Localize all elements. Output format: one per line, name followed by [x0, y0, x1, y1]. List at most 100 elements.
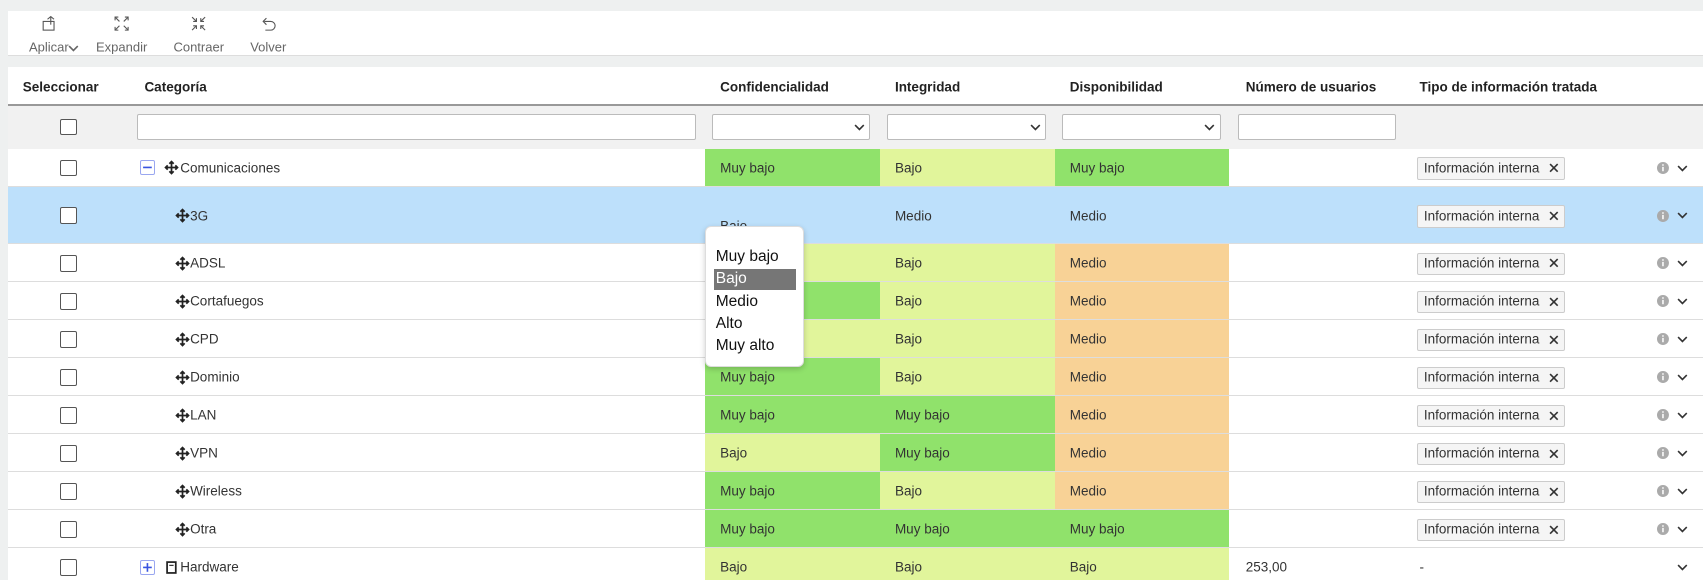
info-icon[interactable] [1657, 371, 1670, 384]
remove-tag[interactable] [1549, 211, 1559, 221]
row-menu[interactable] [1677, 260, 1688, 267]
info-icon[interactable] [1657, 209, 1670, 222]
level-value[interactable]: Medio [894, 208, 932, 224]
row-menu[interactable] [1677, 165, 1688, 172]
row-menu[interactable] [1677, 212, 1688, 219]
remove-tag[interactable] [1549, 411, 1559, 421]
level-value[interactable]: Muy bajo [894, 521, 950, 537]
level-value[interactable]: Bajo [720, 445, 748, 461]
info-icon[interactable] [1657, 485, 1670, 498]
info-tag [1417, 404, 1566, 428]
checkbox[interactable] [60, 559, 77, 576]
toolbar-icon[interactable] [114, 16, 129, 31]
info-icon[interactable] [1657, 295, 1670, 308]
row-menu[interactable] [1677, 488, 1688, 495]
level-value[interactable]: Muy bajo [894, 407, 950, 423]
row-menu[interactable] [1677, 526, 1688, 533]
dropdown-option[interactable]: Muy alto [715, 336, 775, 354]
level-value[interactable]: Bajo [894, 483, 922, 499]
info-icon[interactable] [1657, 161, 1670, 174]
remove-tag[interactable] [1549, 487, 1559, 497]
dropdown-option[interactable]: Medio [715, 292, 758, 310]
filter-chevron[interactable] [1030, 124, 1041, 131]
row-menu[interactable] [1677, 298, 1688, 305]
level-value[interactable]: Muy bajo [1069, 160, 1125, 176]
toolbar-button[interactable]: Expandir [95, 39, 148, 55]
checkbox[interactable] [60, 255, 77, 272]
filter-chevron[interactable] [854, 124, 865, 131]
expand-button[interactable] [140, 559, 156, 576]
dropdown-option[interactable]: Muy bajo [715, 248, 779, 266]
filter-select[interactable] [712, 114, 870, 141]
dropdown-list[interactable] [704, 225, 804, 368]
checkbox[interactable] [60, 407, 77, 424]
row-menu[interactable] [1677, 336, 1688, 343]
level-value[interactable]: Muy bajo [720, 483, 775, 499]
level-value[interactable]: Muy bajo [894, 445, 950, 461]
level-value[interactable]: Muy bajo [1069, 521, 1125, 537]
checkbox[interactable] [60, 293, 77, 310]
level-value[interactable]: Muy bajo [720, 160, 775, 176]
checkbox[interactable] [60, 118, 77, 136]
level-value[interactable]: Bajo [720, 559, 748, 575]
level-value[interactable]: Medio [1069, 483, 1107, 499]
toolbar-icon[interactable] [191, 16, 206, 31]
checkbox[interactable] [60, 207, 77, 224]
filter-input[interactable] [1238, 114, 1396, 141]
toolbar-button[interactable]: Aplicar [28, 39, 69, 55]
level-value[interactable]: Bajo [894, 160, 922, 176]
toolbar-dropdown-chevron[interactable] [68, 45, 79, 52]
info-icon[interactable] [1657, 523, 1670, 536]
level-value[interactable]: Medio [1069, 331, 1107, 347]
toggle-sign[interactable] [142, 562, 153, 573]
row-menu[interactable] [1677, 564, 1688, 571]
row-menu[interactable] [1677, 450, 1688, 457]
level-value[interactable]: Medio [1069, 293, 1107, 309]
info-icon[interactable] [1657, 447, 1670, 460]
level-value[interactable]: Medio [1069, 255, 1107, 271]
filter-select[interactable] [887, 114, 1046, 141]
level-value[interactable]: Bajo [1069, 559, 1097, 575]
level-value[interactable]: Bajo [894, 293, 922, 309]
toolbar-icon[interactable] [41, 16, 56, 31]
level-value[interactable]: Medio [1069, 208, 1107, 224]
dropdown-option[interactable]: Alto [715, 314, 743, 332]
collapse-button[interactable] [140, 160, 156, 176]
checkbox[interactable] [60, 331, 77, 348]
toolbar-button[interactable]: Contraer [173, 39, 225, 55]
checkbox[interactable] [60, 445, 77, 462]
checkbox[interactable] [60, 159, 77, 176]
toggle-sign[interactable] [142, 162, 153, 173]
dropdown-option[interactable]: Bajo [715, 270, 747, 288]
level-value[interactable]: Medio [1069, 369, 1107, 385]
level-value[interactable]: Bajo [894, 369, 922, 385]
remove-tag[interactable] [1549, 449, 1559, 459]
filter-select[interactable] [1062, 114, 1221, 141]
info-icon[interactable] [1657, 257, 1670, 270]
level-value[interactable]: Bajo [894, 331, 922, 347]
toolbar-button[interactable]: Volver [250, 39, 287, 55]
remove-tag[interactable] [1549, 373, 1559, 383]
filter-chevron[interactable] [1204, 124, 1215, 131]
level-value[interactable]: Muy bajo [720, 369, 775, 385]
row-menu[interactable] [1677, 374, 1688, 381]
level-value[interactable]: Medio [1069, 445, 1107, 461]
level-value[interactable]: Muy bajo [720, 521, 775, 537]
remove-tag[interactable] [1549, 297, 1559, 307]
checkbox[interactable] [60, 369, 77, 386]
checkbox[interactable] [60, 521, 77, 538]
info-icon[interactable] [1657, 333, 1670, 346]
remove-tag[interactable] [1549, 258, 1559, 268]
row-menu[interactable] [1677, 412, 1688, 419]
level-value[interactable]: Medio [1069, 407, 1107, 423]
toolbar-icon[interactable] [261, 16, 276, 31]
remove-tag[interactable] [1549, 163, 1559, 173]
level-value[interactable]: Bajo [894, 255, 922, 271]
remove-tag[interactable] [1549, 525, 1559, 535]
remove-tag[interactable] [1549, 335, 1559, 345]
info-icon[interactable] [1657, 409, 1670, 422]
filter-input[interactable] [136, 114, 697, 141]
checkbox[interactable] [60, 483, 77, 500]
level-value[interactable]: Bajo [894, 559, 922, 575]
level-value[interactable]: Muy bajo [720, 407, 775, 423]
